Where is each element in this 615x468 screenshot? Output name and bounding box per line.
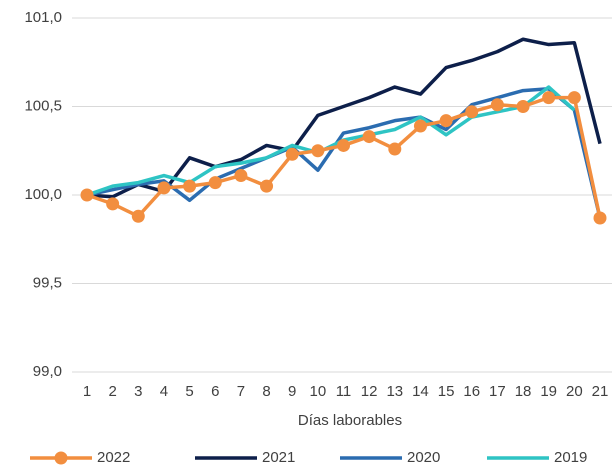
x-tick-label: 20 <box>566 383 583 400</box>
legend-marker <box>54 451 68 465</box>
point <box>362 130 376 144</box>
x-tick-label: 8 <box>262 383 270 400</box>
point <box>413 119 427 133</box>
x-tick-label: 9 <box>288 383 296 400</box>
x-tick-label: 12 <box>361 383 378 400</box>
y-tick-label: 101,0 <box>24 9 62 26</box>
x-axis-label: Días laborables <box>298 412 402 429</box>
x-tick-label: 3 <box>134 383 142 400</box>
x-tick-label: 4 <box>160 383 168 400</box>
point <box>260 179 274 193</box>
point <box>516 100 530 113</box>
x-tick-label: 6 <box>211 383 219 400</box>
point <box>465 105 479 119</box>
point <box>183 179 197 193</box>
point <box>388 142 402 156</box>
x-tick-label: 18 <box>515 383 532 400</box>
x-tick-label: 1 <box>83 383 91 400</box>
y-tick-label: 99,5 <box>33 274 62 291</box>
x-tick-label: 16 <box>463 383 480 400</box>
point <box>542 91 556 105</box>
y-tick-label: 99,0 <box>33 363 62 380</box>
legend-label: 2020 <box>407 449 440 466</box>
x-tick-label: 10 <box>310 383 327 400</box>
point <box>157 181 171 195</box>
x-tick-label: 21 <box>592 383 609 400</box>
point <box>234 169 248 183</box>
x-tick-label: 5 <box>185 383 193 400</box>
point <box>208 176 222 190</box>
point <box>490 98 504 112</box>
x-tick-label: 13 <box>386 383 403 400</box>
series-line <box>86 37 602 199</box>
point <box>567 91 581 105</box>
legend-label: 2021 <box>262 449 295 466</box>
y-tick-label: 100,5 <box>24 97 62 114</box>
point <box>285 147 299 161</box>
point <box>106 197 120 211</box>
x-tick-label: 2 <box>108 383 116 400</box>
point <box>311 144 325 158</box>
point <box>80 188 94 202</box>
point <box>439 114 453 128</box>
x-tick-label: 19 <box>540 383 557 400</box>
point <box>593 211 607 225</box>
point <box>337 138 350 152</box>
legend-label: 2022 <box>97 449 130 466</box>
point <box>131 209 145 223</box>
series-line <box>86 95 602 219</box>
x-tick-label: 11 <box>336 383 352 400</box>
y-tick-label: 100,0 <box>24 186 62 203</box>
x-tick-label: 15 <box>438 383 455 400</box>
x-tick-label: 7 <box>237 383 245 400</box>
x-tick-label: 17 <box>489 383 506 400</box>
x-tick-label: 14 <box>412 383 429 400</box>
legend-label: 2019 <box>554 449 587 466</box>
